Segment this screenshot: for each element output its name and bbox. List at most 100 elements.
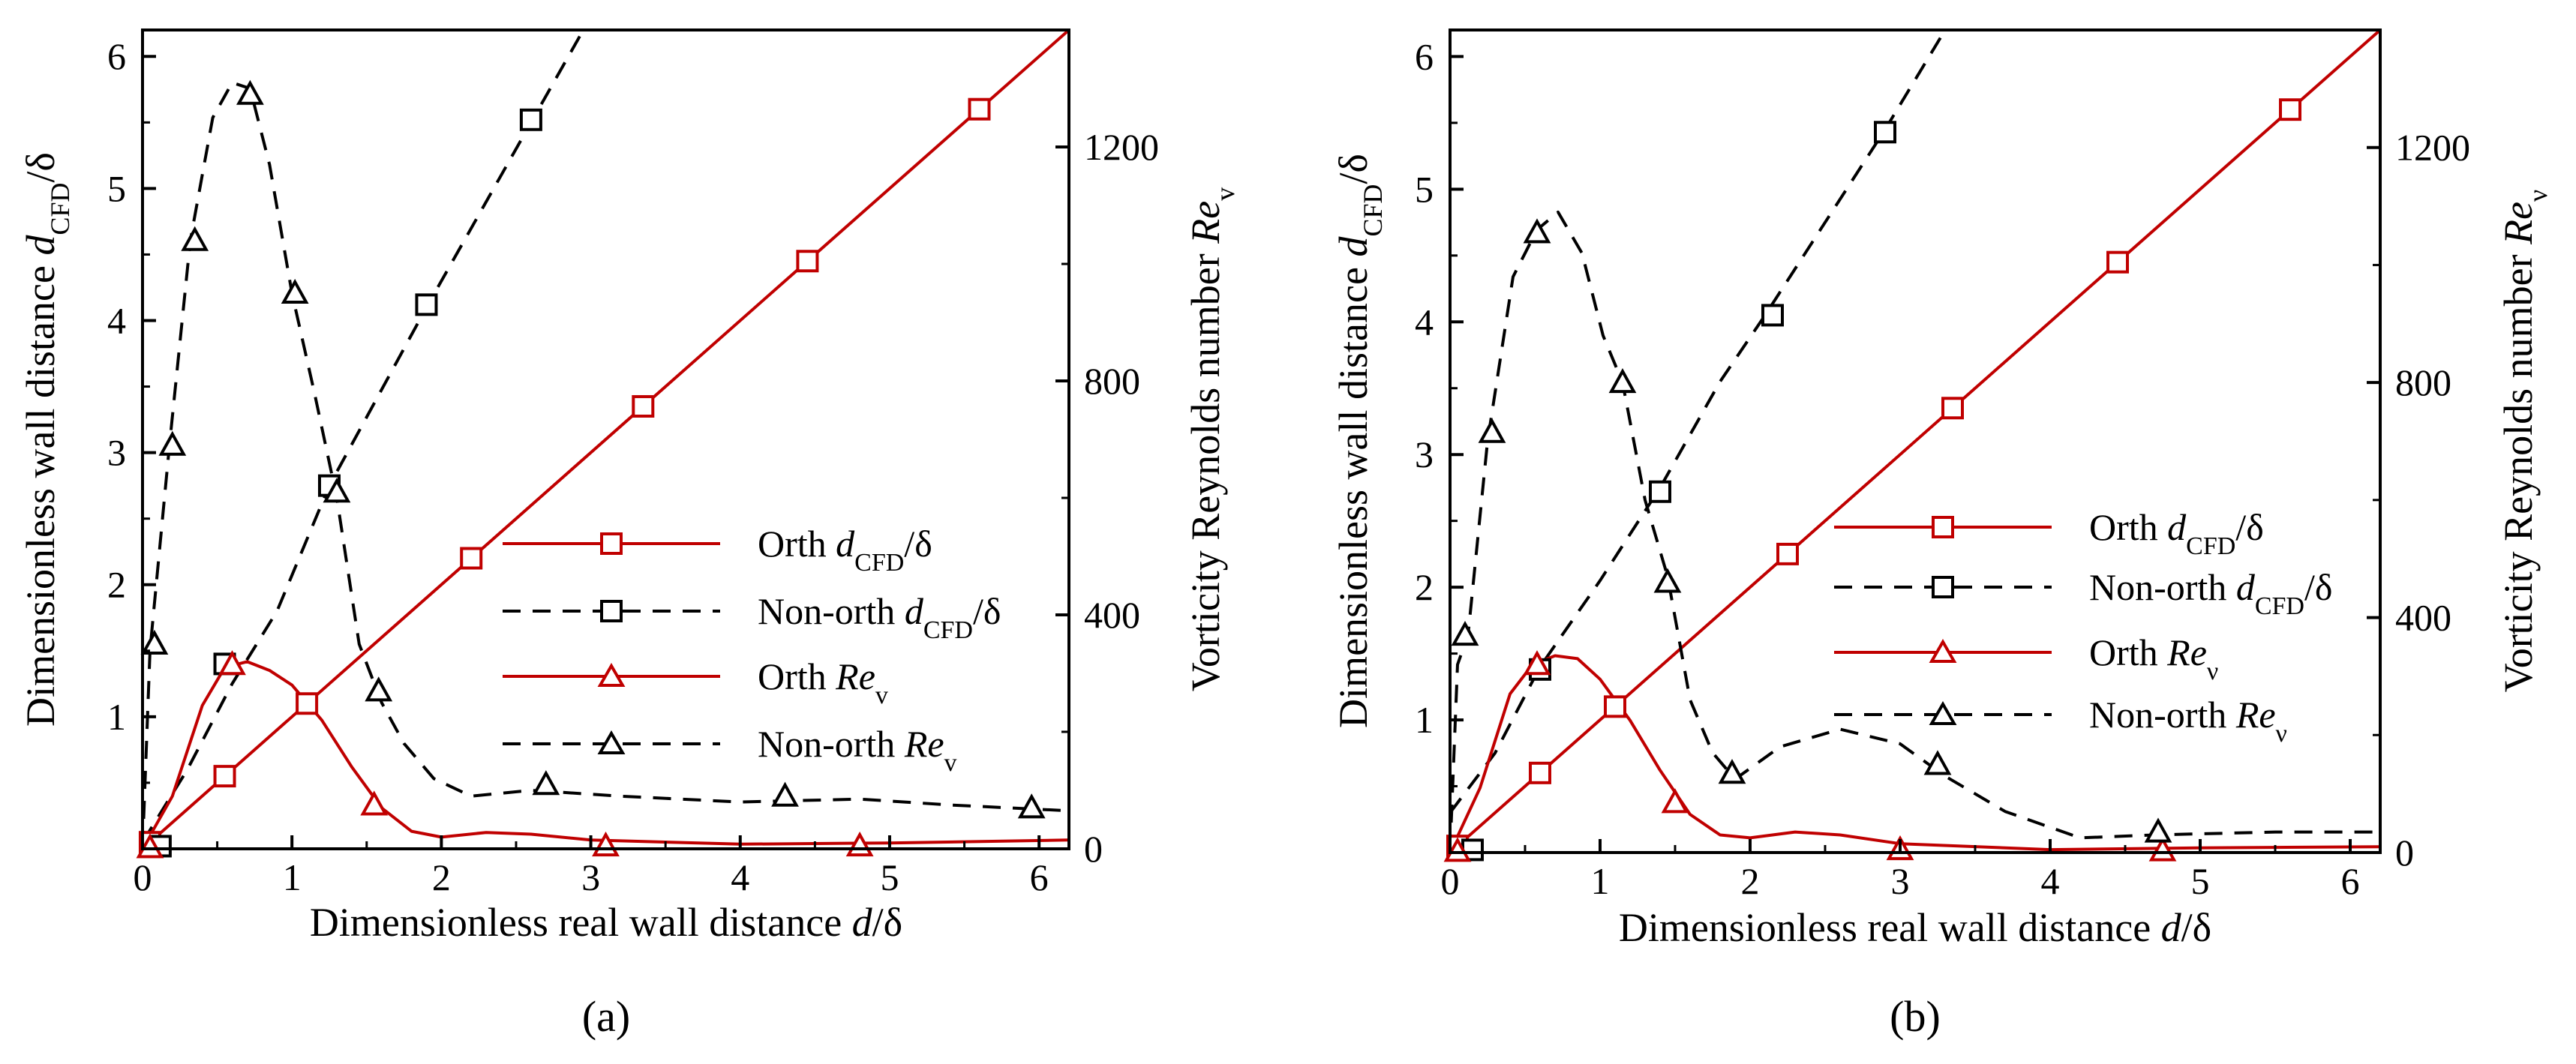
data-point-2-2 [1661,788,1689,814]
x-tick-label: 3 [581,856,600,898]
svg-text:Non-orth Rev: Non-orth Rev [758,723,957,777]
data-point-0-3 [460,547,483,570]
x-tick-label: 5 [880,856,899,898]
y-axis-label: Dimensionless wall distance dCFD/δ [1331,154,1388,728]
legend-item-nonorth-dcfd: Non-orth dCFD/δ [1834,566,2332,620]
x-tick-label: 3 [1891,860,1910,902]
panel-label: (a) [582,992,630,1041]
x-tick-label: 6 [1030,856,1049,898]
data-point-3-7 [2144,817,2172,843]
data-point-2-2 [360,790,389,816]
data-point-3-7 [532,770,560,796]
panel-label: (b) [1890,992,1941,1041]
svg-text:Non-orth dCFD/δ: Non-orth dCFD/δ [2089,566,2332,620]
data-point-3-3 [1608,368,1637,394]
series-line-2 [1450,654,2380,853]
y2-tick-label: 400 [1084,594,1140,636]
data-point-1-3 [1761,304,1784,327]
y-tick-label: 6 [1415,35,1434,77]
data-point-0-4 [1941,397,1964,420]
legend-item-orth-rev: Orth Reν [1834,631,2218,685]
data-point-0-1 [1529,761,1551,784]
data-point-3-6 [365,676,393,702]
x-tick-label: 4 [731,856,749,898]
x-tick-label: 4 [2041,860,2060,902]
y-tick-label: 2 [1415,566,1434,608]
data-point-3-6 [1923,750,1952,775]
svg-text:Orth dCFD/δ: Orth dCFD/δ [758,523,932,577]
data-point-3-4 [1653,568,1682,593]
data-point-2-0 [1443,837,1472,862]
y-tick-label: 3 [1415,433,1434,475]
y-tick-label: 5 [107,167,126,209]
data-point-3-1 [1478,418,1506,443]
y-tick-label: 1 [107,696,126,738]
series-line-1 [1450,30,1947,814]
x-axis-label: Dimensionless real wall distance d/δ [1619,905,2211,950]
y2-tick-label: 400 [2395,597,2451,639]
x-tick-label: 1 [1591,860,1610,902]
data-point-0-2 [296,692,319,715]
series-line-1 [143,30,585,844]
data-point-1-3 [415,293,438,316]
y2-tick-label: 800 [1084,360,1140,402]
y-tick-label: 6 [107,35,126,77]
x-tick-label: 2 [1741,860,1760,902]
x-tick-label: 6 [2341,860,2360,902]
legend-item-orth-dcfd: Orth dCFD/δ [503,523,932,577]
x-tick-label: 0 [1441,860,1460,902]
y-tick-label: 5 [1415,168,1434,210]
data-point-0-5 [796,250,819,273]
legend: Orth dCFD/δ Non-orth dCFD/δ Orth Reν Non… [1834,506,2332,748]
data-point-2-1 [1523,650,1551,676]
y-tick-label: 2 [107,564,126,606]
data-point-2-4 [2148,836,2177,862]
data-point-1-4 [1874,121,1896,144]
y2-tick-label: 1200 [1084,126,1159,168]
data-point-0-1 [213,765,236,788]
svg-text:Non-orth Reν: Non-orth Reν [2089,694,2287,748]
data-point-3-4 [281,278,309,304]
data-point-2-1 [218,650,246,676]
data-point-0-5 [2106,250,2129,274]
y2-tick-label: 1200 [2395,127,2470,169]
plot-frame [1449,28,2382,854]
data-point-3-2 [1523,218,1551,244]
legend-item-nonorth-rev: Non-orth Reν [1834,694,2287,748]
data-point-3-0 [140,629,169,655]
x-tick-label: 2 [432,856,451,898]
svg-text:Orth Reν: Orth Reν [2089,631,2218,685]
y-tick-label: 3 [107,432,126,474]
data-point-0-6 [968,97,991,121]
y2-tick-label: 0 [2395,832,2414,874]
data-point-3-1 [158,430,187,456]
data-point-3-9 [1017,793,1046,819]
data-point-3-8 [771,781,799,807]
legend-item-orth-dcfd: Orth dCFD/δ [1834,506,2264,560]
legend-item-nonorth-dcfd: Non-orth dCFD/δ [503,590,1001,644]
data-point-3-0 [1451,620,1479,646]
data-point-3-5 [1718,759,1746,784]
data-point-0-2 [1604,695,1626,718]
y2-tick-label: 800 [2395,361,2451,403]
data-point-0-6 [2279,98,2301,121]
x-tick-label: 0 [134,856,152,898]
data-point-3-2 [181,226,209,251]
data-point-3-5 [323,478,351,503]
x-axis-label: Dimensionless real wall distance d/δ [310,900,902,945]
svg-text:Orth Rev: Orth Rev [758,655,888,709]
data-point-2-0 [136,833,164,859]
y-tick-label: 4 [1415,301,1434,343]
series-line-3 [143,81,1069,849]
data-point-1-2 [1649,480,1671,503]
svg-text:Non-orth dCFD/δ: Non-orth dCFD/δ [758,590,1001,644]
x-tick-label: 1 [283,856,302,898]
y2-axis-label: Vorticity Reynolds number Rev [1183,187,1240,691]
legend-item-orth-rev: Orth Rev [503,655,888,709]
y-axis-label: Dimensionless wall distance dCFD/δ [18,152,75,727]
data-point-0-4 [632,394,655,418]
data-point-2-3 [592,831,620,857]
y-tick-label: 4 [107,299,126,341]
y-tick-label: 1 [1415,699,1434,741]
